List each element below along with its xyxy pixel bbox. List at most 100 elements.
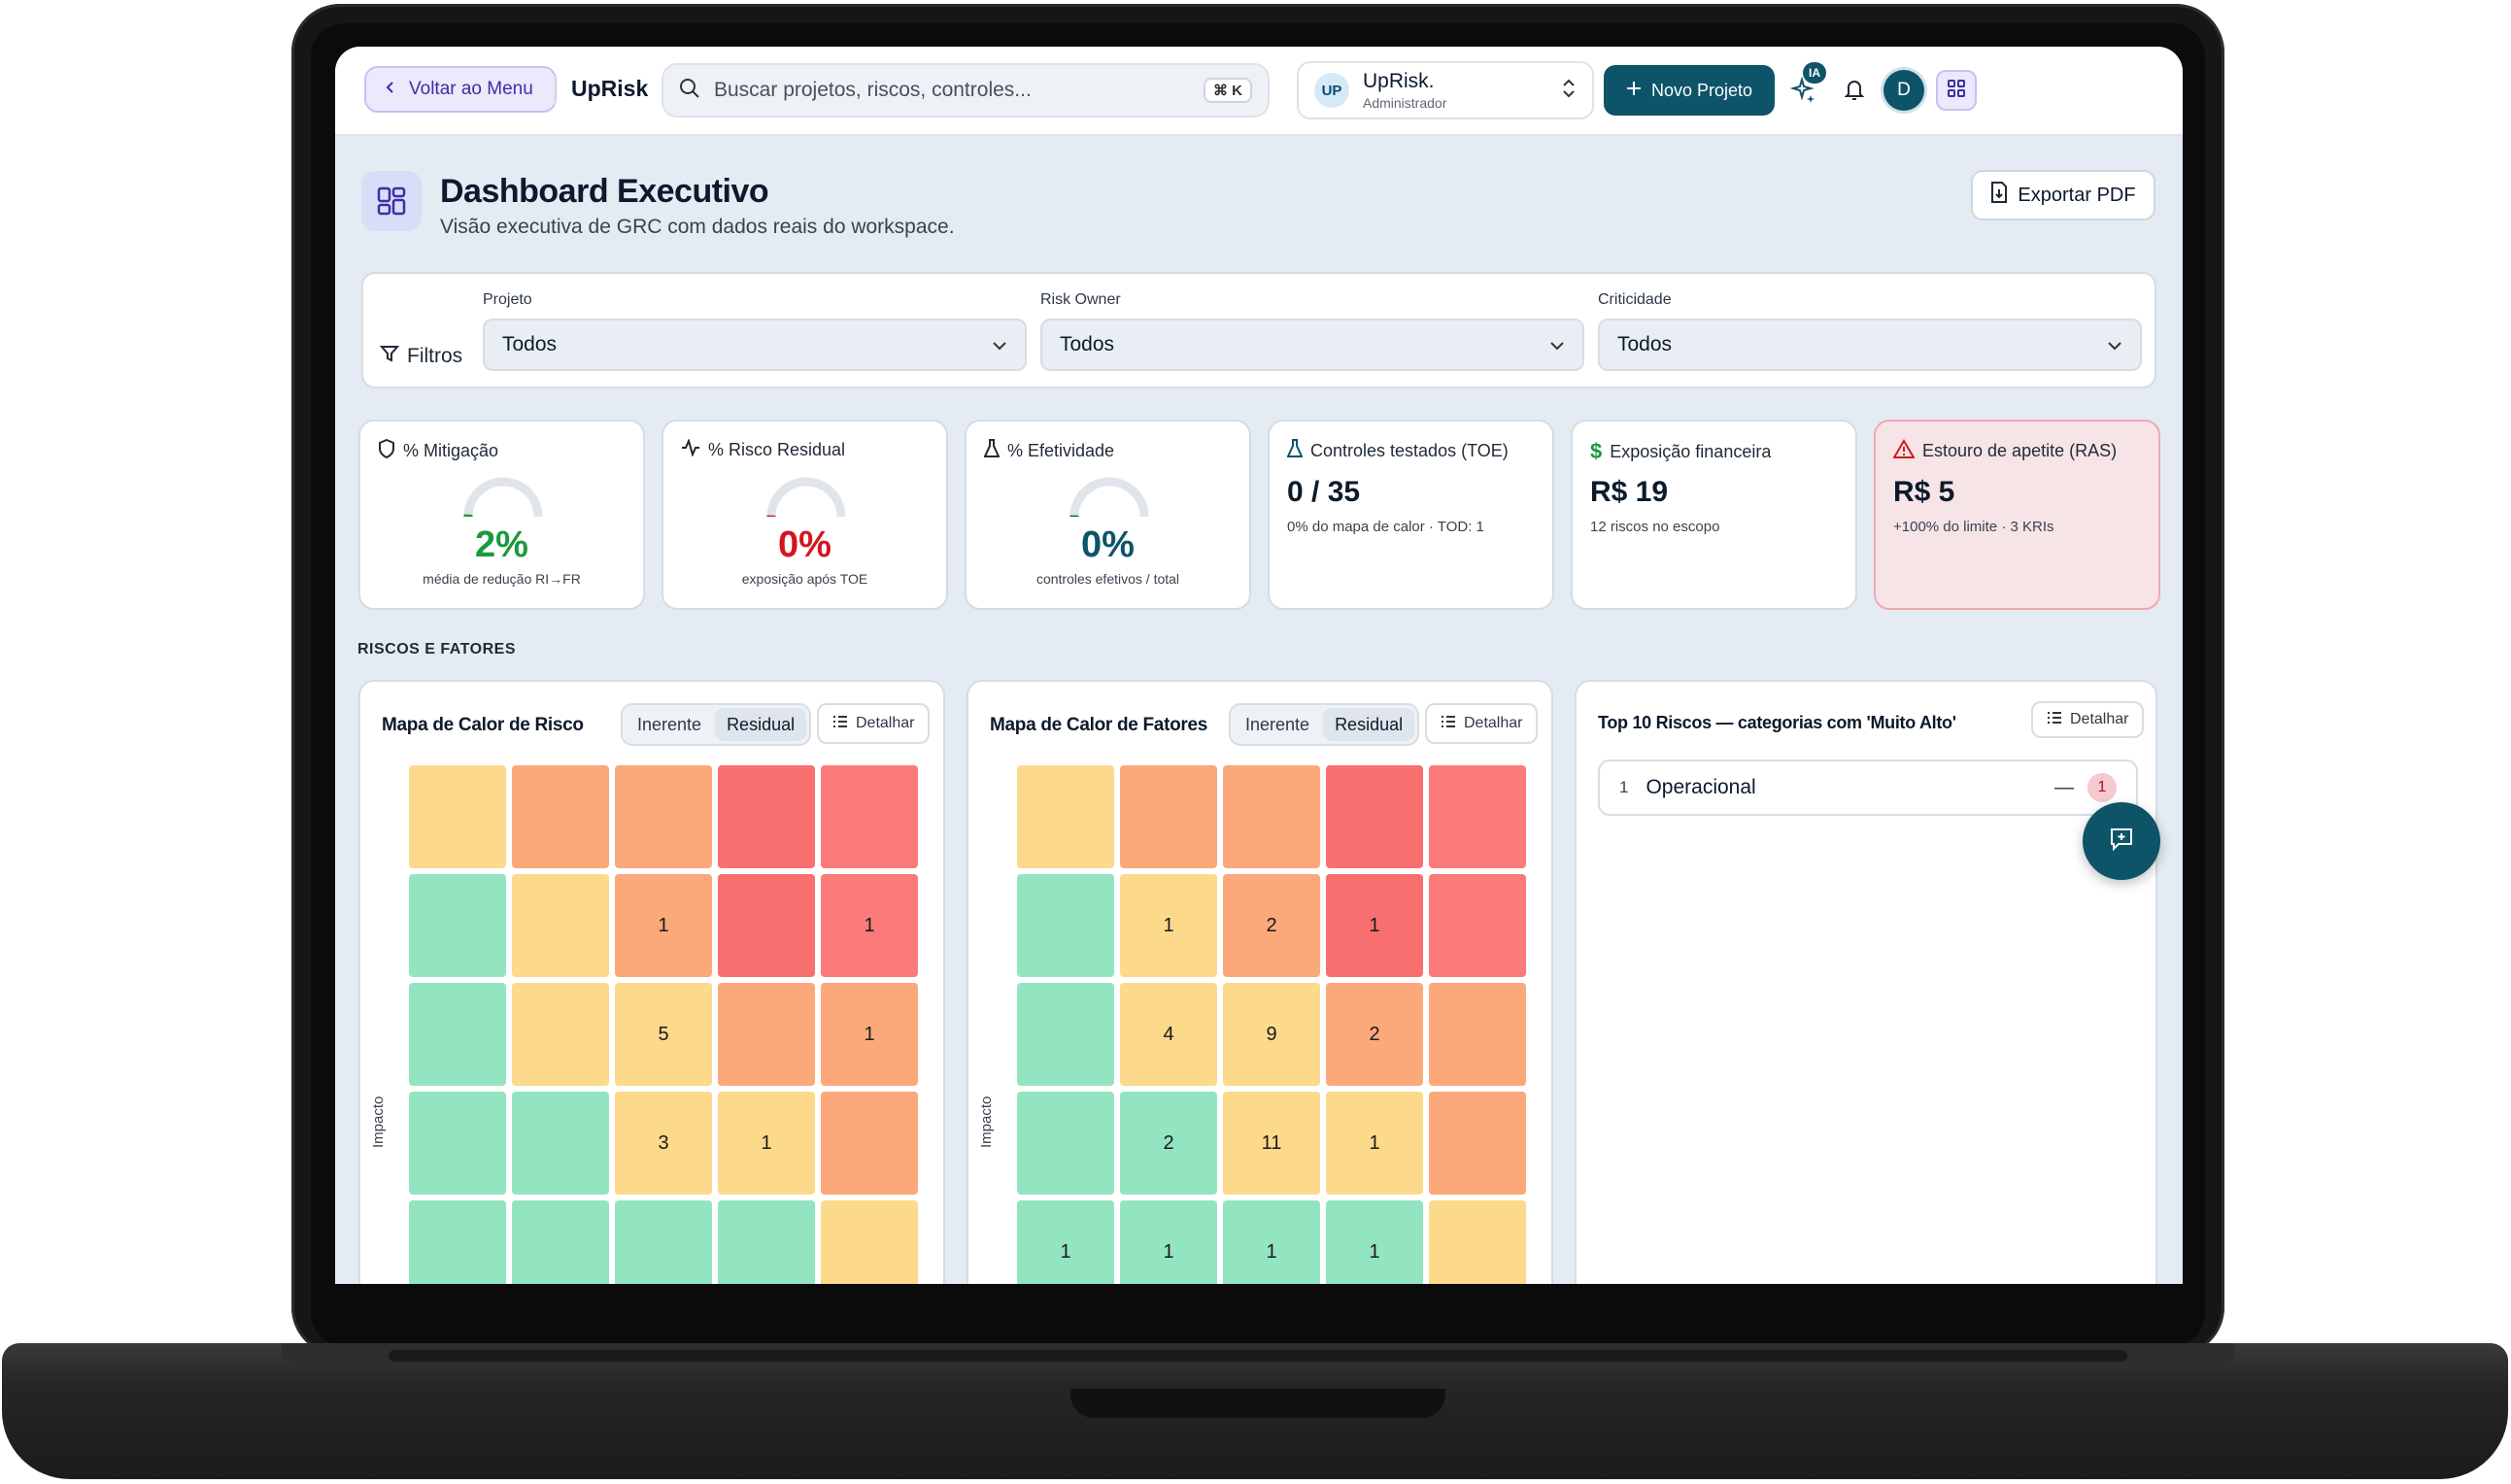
heatmap-cell[interactable]	[512, 765, 609, 868]
brand-name: UpRisk	[571, 76, 649, 101]
screen: Voltar ao Menu UpRisk ⌘ K UP UpRisk. Adm…	[335, 47, 2183, 1284]
filters-heading: Filtros	[379, 344, 462, 369]
heatmap-cell[interactable]	[718, 983, 815, 1086]
heatmap-cell[interactable]	[1017, 765, 1114, 868]
new-project-button[interactable]: Novo Projeto	[1604, 65, 1775, 116]
kpi-description: +100% do limite · 3 KRIs	[1893, 519, 2054, 535]
heatmap-cell[interactable]: 2	[1326, 983, 1423, 1086]
bell-icon	[1843, 77, 1866, 107]
search-input[interactable]	[714, 79, 1190, 102]
heatmap-cell[interactable]	[1017, 983, 1114, 1086]
panel-title: Mapa de Calor de Fatores	[990, 715, 1208, 735]
ia-badge: IA	[1803, 62, 1826, 84]
heatmap-cell[interactable]: 1	[1120, 1200, 1217, 1284]
kpi-title: $ Exposição financeira	[1590, 439, 1771, 464]
export-label: Exportar PDF	[2018, 184, 2136, 206]
criticality-select[interactable]: Todos	[1598, 319, 2142, 371]
heatmap-cell[interactable]: 11	[1223, 1092, 1320, 1195]
heatmap-cell[interactable]	[409, 874, 506, 977]
heatmap-cell[interactable]	[821, 765, 918, 868]
heatmap-cell[interactable]	[1429, 765, 1526, 868]
top10-detail-button[interactable]: Detalhar	[2031, 701, 2145, 738]
item-dash: —	[2054, 776, 2074, 798]
notifications-button[interactable]	[1837, 74, 1872, 109]
factor-heatmap-grid: 1 2 1 4 9 2 2 11 1 1 1 1 1	[1017, 765, 1526, 1284]
heatmap-cell[interactable]	[718, 874, 815, 977]
item-rank: 1	[1619, 778, 1629, 796]
top10-item[interactable]: 1 Operacional — 1	[1598, 759, 2138, 816]
beaker-icon	[1286, 439, 1304, 463]
heatmap-cell[interactable]	[1429, 1092, 1526, 1195]
heatmap-cell[interactable]: 1	[718, 1092, 815, 1195]
heatmap-cell[interactable]: 1	[821, 874, 918, 977]
heatmap-cell[interactable]: 1	[615, 874, 712, 977]
heatmap-cell[interactable]	[1429, 1200, 1526, 1284]
search-box[interactable]: ⌘ K	[662, 63, 1270, 118]
inherent-tab[interactable]: Inerente	[1245, 714, 1310, 734]
heatmap-cell[interactable]	[409, 765, 506, 868]
heatmap-cell[interactable]	[1429, 983, 1526, 1086]
heatmap-cell[interactable]	[718, 1200, 815, 1284]
heatmap-cell[interactable]: 1	[1326, 874, 1423, 977]
heatmap-cell[interactable]	[512, 983, 609, 1086]
heatmap-cell[interactable]	[821, 1092, 918, 1195]
heatmap-cell[interactable]: 5	[615, 983, 712, 1086]
workspace-role: Administrador	[1363, 95, 1447, 111]
heatmap-cell[interactable]	[615, 765, 712, 868]
item-count-badge: 1	[2087, 773, 2117, 802]
residual-tab[interactable]: Residual	[1323, 708, 1415, 741]
page-title: Dashboard Executivo	[440, 173, 769, 210]
workspace-switcher[interactable]: UP UpRisk. Administrador	[1297, 61, 1594, 119]
ai-sparkle-button[interactable]	[1786, 74, 1821, 109]
residual-tab[interactable]: Residual	[715, 708, 807, 741]
heatmap-cell[interactable]	[1326, 765, 1423, 868]
activity-icon	[681, 438, 700, 461]
apps-button[interactable]	[1936, 70, 1977, 111]
kpi-value: 0%	[778, 524, 831, 565]
residual-gauge	[766, 477, 846, 518]
risk-owner-select[interactable]: Todos	[1040, 319, 1584, 371]
heatmap-cell[interactable]: 2	[1223, 874, 1320, 977]
list-icon	[1441, 715, 1456, 733]
heatmap-cell[interactable]	[512, 874, 609, 977]
kpi-caption: média de redução RI→FR	[423, 571, 581, 587]
heatmap-cell[interactable]: 9	[1223, 983, 1320, 1086]
heatmap-cell[interactable]: 1	[1223, 1200, 1320, 1284]
user-avatar[interactable]: D	[1883, 70, 1924, 111]
heatmap-cell[interactable]	[409, 1200, 506, 1284]
page-subtitle: Visão executiva de GRC com dados reais d…	[440, 216, 955, 238]
chevron-down-icon	[992, 333, 1007, 356]
heatmap-cell[interactable]	[615, 1200, 712, 1284]
factor-map-detail-button[interactable]: Detalhar	[1425, 703, 1539, 744]
detail-label: Detalhar	[1464, 715, 1523, 731]
heatmap-cell[interactable]	[512, 1200, 609, 1284]
filter-icon	[379, 344, 400, 369]
heatmap-cell[interactable]	[409, 983, 506, 1086]
chevron-down-icon	[2107, 333, 2122, 356]
heatmap-cell[interactable]	[821, 1200, 918, 1284]
heatmap-cell[interactable]	[1017, 874, 1114, 977]
heatmap-cell[interactable]	[718, 765, 815, 868]
heatmap-cell[interactable]: 1	[1326, 1092, 1423, 1195]
heatmap-cell[interactable]: 4	[1120, 983, 1217, 1086]
project-select[interactable]: Todos	[483, 319, 1027, 371]
export-pdf-button[interactable]: Exportar PDF	[1971, 170, 2155, 220]
heatmap-cell[interactable]: 1	[821, 983, 918, 1086]
heatmap-cell[interactable]: 1	[1120, 874, 1217, 977]
heatmap-cell[interactable]	[409, 1092, 506, 1195]
heatmap-cell[interactable]: 3	[615, 1092, 712, 1195]
back-to-menu-button[interactable]: Voltar ao Menu	[364, 66, 557, 113]
heatmap-cell[interactable]	[1017, 1092, 1114, 1195]
heatmap-cell[interactable]	[1429, 874, 1526, 977]
kpi-value: 0%	[1081, 524, 1135, 565]
heatmap-cell[interactable]: 1	[1326, 1200, 1423, 1284]
heatmap-cell[interactable]	[1120, 765, 1217, 868]
risk-map-detail-button[interactable]: Detalhar	[817, 703, 931, 744]
heatmap-cell[interactable]: 1	[1017, 1200, 1114, 1284]
chat-fab-button[interactable]	[2083, 802, 2160, 880]
heatmap-cell[interactable]: 2	[1120, 1092, 1217, 1195]
inherent-tab[interactable]: Inerente	[637, 714, 702, 734]
heatmap-cell[interactable]	[1223, 765, 1320, 868]
filter-criticality: Criticidade Todos	[1598, 291, 2142, 371]
heatmap-cell[interactable]	[512, 1092, 609, 1195]
